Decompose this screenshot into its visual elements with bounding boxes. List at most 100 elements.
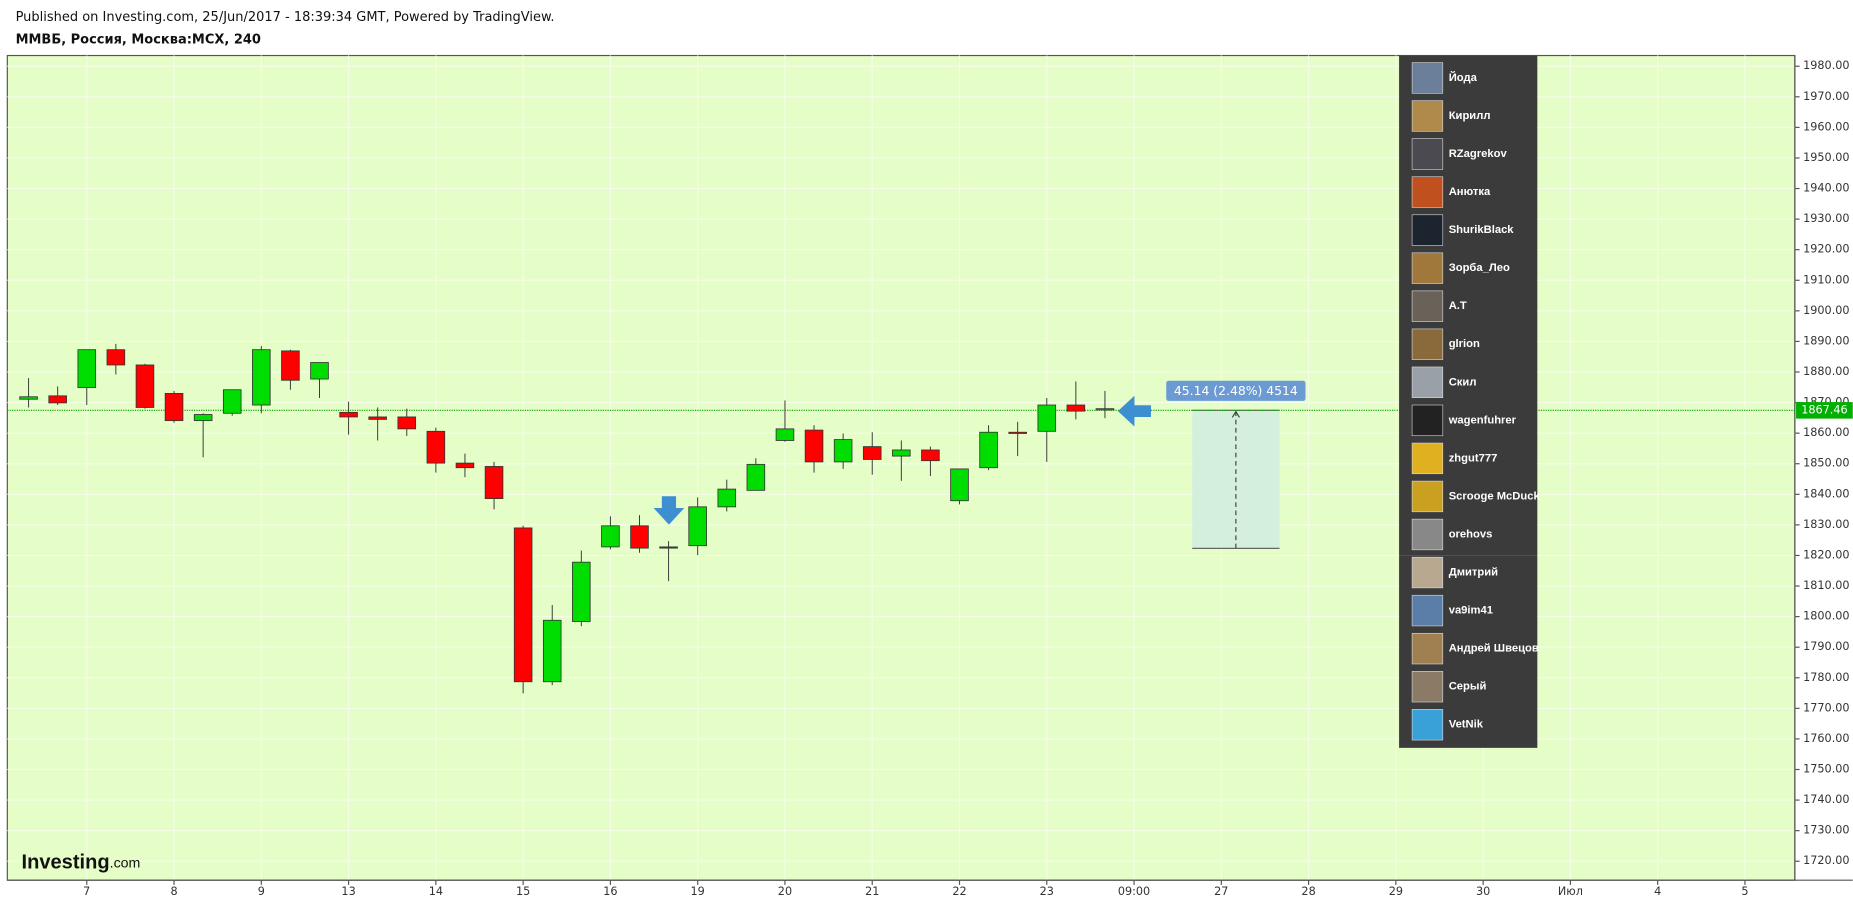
arrow-left <box>1117 395 1151 427</box>
x-tick-label: 19 <box>691 885 705 898</box>
x-tick-label: 22 <box>952 885 966 898</box>
candle-body <box>455 462 475 469</box>
user-avatar <box>1411 62 1444 94</box>
candle-body <box>252 349 271 406</box>
user-avatar <box>1411 480 1444 513</box>
user-avatar <box>1411 404 1444 437</box>
candle-body <box>659 546 678 549</box>
candle-body <box>106 349 126 366</box>
y-tick-label: 1750.00 <box>1803 763 1849 776</box>
x-tick-label: 13 <box>341 885 355 898</box>
y-tick-label: 1950.00 <box>1803 151 1849 164</box>
user-avatar <box>1411 328 1444 360</box>
x-tick-label: 30 <box>1476 885 1490 898</box>
candle-body <box>1008 431 1027 434</box>
y-tick-label: 1810.00 <box>1803 579 1849 592</box>
user-avatar <box>1411 290 1444 322</box>
candle-body <box>310 362 329 380</box>
user-name: Серый <box>1449 681 1487 693</box>
user-name: VetNik <box>1449 719 1484 731</box>
y-tick-label: 1820.00 <box>1803 548 1849 561</box>
user-avatar <box>1411 671 1444 703</box>
candle-body <box>804 429 824 463</box>
user-avatar <box>1411 709 1444 741</box>
user-name: Йода <box>1449 71 1478 84</box>
user-avatar <box>1411 556 1444 589</box>
x-tick-label: 8 <box>170 885 177 898</box>
last-price-box <box>1796 402 1853 419</box>
x-tick-label: 23 <box>1040 885 1054 898</box>
candle-body <box>513 527 533 683</box>
x-tick-label: 28 <box>1301 885 1315 898</box>
candle-body <box>892 449 911 457</box>
candle-body <box>862 446 882 460</box>
user-avatar <box>1411 518 1444 551</box>
candle-body <box>833 439 853 463</box>
user-name: Кирилл <box>1449 110 1491 122</box>
y-tick-label: 1780.00 <box>1803 671 1849 684</box>
user-avatar <box>1411 100 1444 132</box>
user-name: wagenfuhrer <box>1448 414 1517 426</box>
candle-body <box>164 392 184 422</box>
candle-body <box>746 463 766 491</box>
candle-body <box>135 364 155 408</box>
y-tick-label: 1960.00 <box>1803 120 1849 133</box>
candle-body <box>77 349 97 389</box>
measure-arrow-head <box>1231 410 1240 418</box>
y-tick-label: 1730.00 <box>1803 824 1849 837</box>
x-tick-label: 20 <box>778 885 792 898</box>
candle-body <box>630 525 649 549</box>
x-tick-label: 09:00 <box>1118 885 1150 898</box>
candle-body <box>222 389 242 414</box>
candle-body <box>281 350 300 381</box>
candle-body <box>193 414 213 422</box>
candle-body <box>688 506 707 547</box>
user-avatar <box>1411 214 1444 246</box>
y-tick-label: 1800.00 <box>1803 610 1849 623</box>
candle-body <box>979 431 998 469</box>
y-tick-label: 1900.00 <box>1803 304 1849 317</box>
user-name: ShurikBlack <box>1449 224 1515 236</box>
candle-body <box>484 466 504 500</box>
y-tick-label: 1760.00 <box>1803 732 1849 745</box>
candle-body <box>397 416 417 430</box>
user-name: orehovs <box>1449 528 1493 540</box>
user-name: Scrooge McDuck <box>1449 490 1541 502</box>
x-tick-label: 7 <box>83 885 90 898</box>
x-tick-label: 15 <box>516 885 530 898</box>
candle-body <box>542 619 562 683</box>
user-name: RZagrekov <box>1449 148 1508 160</box>
header-note: Published on Investing.com, 25/Jun/2017 … <box>16 10 555 25</box>
y-tick-label: 1840.00 <box>1803 487 1849 500</box>
candle-body <box>19 396 38 400</box>
y-tick-label: 1890.00 <box>1803 334 1849 347</box>
last-price-label: 1867.46 <box>1801 403 1847 416</box>
candle-body <box>368 416 387 420</box>
y-tick-label: 1910.00 <box>1803 273 1849 286</box>
candle-body <box>717 488 737 508</box>
x-tick-label: 27 <box>1214 885 1228 898</box>
arrow-down <box>653 496 685 525</box>
x-tick-label: 14 <box>429 885 443 898</box>
x-tick-label: 4 <box>1654 885 1661 898</box>
x-tick-label: 16 <box>603 885 617 898</box>
candle-body <box>921 449 940 462</box>
y-tick-label: 1790.00 <box>1803 640 1849 653</box>
user-avatar <box>1411 252 1444 284</box>
y-tick-label: 1830.00 <box>1803 518 1849 531</box>
x-tick-label: Июл <box>1558 885 1583 898</box>
user-avatar <box>1411 442 1444 475</box>
candle-body <box>1066 404 1086 412</box>
user-name: zhgut777 <box>1449 452 1498 464</box>
x-tick-label: 21 <box>865 885 879 898</box>
logo-suffix: .com <box>110 855 141 871</box>
y-tick-label: 1980.00 <box>1803 59 1849 72</box>
logo: Investing.com <box>22 852 141 874</box>
user-name: Зорба_Лео <box>1449 262 1510 274</box>
y-tick-label: 1860.00 <box>1803 426 1849 439</box>
y-tick-label: 1930.00 <box>1803 212 1849 225</box>
candle-body <box>572 561 591 622</box>
user-avatar <box>1411 366 1444 398</box>
chart-title: ММВБ, Россия, Москва:MCX, 240 <box>16 33 261 48</box>
x-tick-label: 29 <box>1389 885 1403 898</box>
